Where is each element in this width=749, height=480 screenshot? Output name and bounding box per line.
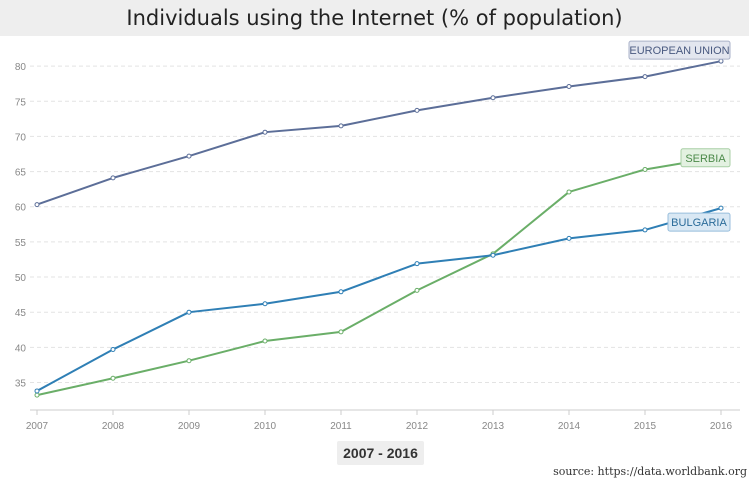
y-tick-label: 50 [15,273,27,284]
data-point-bulgaria [262,301,268,307]
series-label-text: BULGARIA [671,217,727,229]
period-badge: 2007 - 2016 [337,441,424,465]
data-point-serbia [262,338,268,344]
data-point-bulgaria [642,227,648,233]
y-tick-label: 60 [15,203,27,214]
x-tick-label: 2009 [178,421,201,432]
x-tick-label: 2008 [102,421,125,432]
series-label-box [628,40,731,60]
y-tick-label: 35 [15,379,27,390]
y-tick-label: 75 [15,97,27,108]
x-tick-label: 2014 [558,421,581,432]
source-note: source: https://data.worldbank.org [553,465,747,478]
data-point-serbia [110,375,116,381]
title-bar [0,0,749,36]
x-tick-label: 2015 [634,421,657,432]
data-point-bulgaria [414,261,420,267]
data-point-bulgaria [566,235,572,241]
line-chart: 35 40 45 50 55 60 65 70 75 80 2007 2008 2009 2010 2011… [15,40,740,432]
data-point-serbia [566,189,572,195]
data-point-bulgaria [338,289,344,295]
series-label-text: SERBIA [685,153,726,165]
data-point-european-union [642,74,648,80]
data-point-european-union [186,153,192,159]
data-point-european-union [262,129,268,135]
x-tick-label: 2012 [406,421,429,432]
data-point-bulgaria [186,309,192,315]
series-label-serbia: SERBIA [680,148,731,168]
y-tick-label: 45 [15,308,27,319]
data-point-serbia [414,287,420,293]
data-point-bulgaria [110,346,116,352]
data-point-european-union [490,95,496,101]
data-point-bulgaria [490,252,496,258]
y-tick-label: 55 [15,238,27,249]
data-point-european-union [338,123,344,129]
series-line-serbia [36,155,722,397]
data-point-serbia [642,166,648,172]
data-point-european-union [414,107,420,113]
y-tick-label: 80 [15,62,27,73]
series-label-bulgaria: BULGARIA [667,212,731,232]
series-label-box [667,212,731,232]
y-tick-label: 40 [15,343,27,354]
chart-title: Individuals using the Internet (% of pop… [126,6,623,30]
data-point-bulgaria [34,388,40,394]
series-label-text: EUROPEAN UNION [629,45,729,57]
x-tick-label: 2013 [482,421,505,432]
series-label-box [680,148,731,168]
x-tick-label: 2016 [710,421,733,432]
y-tick-label: 70 [15,132,27,143]
data-point-serbia [338,329,344,335]
series-label-european-union: EUROPEAN UNION [628,40,731,60]
data-point-serbia [34,392,40,398]
series-line-european-union [36,60,722,206]
data-point-european-union [34,202,40,208]
data-point-serbia [186,358,192,364]
data-point-european-union [718,58,724,64]
series-line-bulgaria [36,207,722,392]
y-tick-label: 65 [15,168,27,179]
data-point-european-union [566,83,572,89]
x-tick-label: 2007 [26,421,49,432]
data-point-bulgaria [718,205,724,211]
data-point-european-union [110,175,116,181]
x-tick-label: 2011 [330,421,352,432]
x-tick-label: 2010 [254,421,277,432]
